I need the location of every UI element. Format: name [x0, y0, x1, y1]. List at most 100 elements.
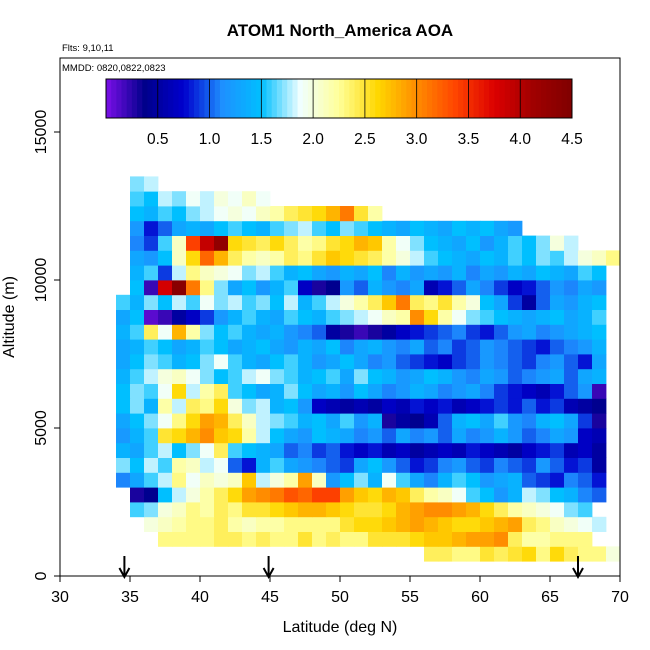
heatmap-cell — [382, 516, 397, 532]
heatmap-cell — [592, 487, 607, 503]
flight-arrow-head — [118, 567, 131, 580]
heatmap-cell — [158, 294, 173, 310]
heatmap-cell — [466, 428, 481, 444]
heatmap-cell — [536, 354, 551, 370]
heatmap-cell — [480, 368, 495, 384]
heatmap-cell — [536, 398, 551, 414]
heatmap-cell — [592, 339, 607, 355]
heatmap-cell — [480, 280, 495, 296]
heatmap-cell — [172, 235, 187, 251]
heatmap-cell — [270, 324, 285, 340]
heatmap-cell — [172, 487, 187, 503]
heatmap-cell — [214, 191, 229, 207]
heatmap-cell — [592, 324, 607, 340]
colorbar-segment — [121, 79, 128, 118]
heatmap-cell — [578, 280, 593, 296]
heatmap-cell — [228, 502, 243, 518]
heatmap-cell — [298, 487, 313, 503]
heatmap-cell — [508, 294, 523, 310]
heatmap-cell — [564, 487, 579, 503]
heatmap-cell — [368, 457, 383, 473]
heatmap-cell — [326, 235, 341, 251]
heatmap-cell — [382, 383, 397, 399]
heatmap-cell — [228, 250, 243, 266]
heatmap-cell — [186, 428, 201, 444]
heatmap-cell — [480, 250, 495, 266]
heatmap-cell — [200, 280, 215, 296]
heatmap-cell — [480, 487, 495, 503]
heatmap-cell — [578, 309, 593, 325]
heatmap-cell — [536, 235, 551, 251]
heatmap-cell — [424, 398, 439, 414]
heatmap-cell — [158, 354, 173, 370]
colorbar-segment — [463, 79, 469, 118]
heatmap-cell — [396, 531, 411, 547]
heatmap-cell — [466, 309, 481, 325]
heatmap-cell — [522, 516, 537, 532]
heatmap-cell — [382, 265, 397, 281]
heatmap-cell — [536, 383, 551, 399]
heatmap-cell — [466, 368, 481, 384]
heatmap-cell — [522, 280, 537, 296]
heatmap-cell — [536, 546, 551, 562]
heatmap-cell — [172, 428, 187, 444]
heatmap-cell — [242, 324, 257, 340]
y-tick-label: 10000 — [33, 258, 50, 303]
heatmap-cell — [284, 413, 299, 429]
heatmap-cell — [340, 220, 355, 236]
colorbar-segment — [106, 79, 112, 118]
colorbar-segment — [561, 79, 568, 118]
heatmap-cell — [256, 368, 271, 384]
colorbar-segment — [142, 79, 148, 118]
heatmap-cell — [494, 250, 509, 266]
heatmap-cell — [522, 265, 537, 281]
heatmap-cell — [186, 206, 201, 222]
heatmap-cell — [480, 472, 495, 488]
heatmap-cell — [466, 235, 481, 251]
heatmap-cell — [564, 516, 579, 532]
heatmap-cell — [508, 516, 523, 532]
heatmap-cell — [494, 502, 509, 518]
heatmap-cell — [144, 339, 159, 355]
heatmap-cell — [228, 339, 243, 355]
heatmap-cell — [340, 354, 355, 370]
heatmap-cell — [396, 324, 411, 340]
heatmap-cell — [214, 442, 229, 458]
heatmap-cell — [284, 383, 299, 399]
colorbar-segment — [245, 79, 252, 118]
heatmap-cell — [214, 428, 229, 444]
heatmap-cell — [270, 265, 285, 281]
heatmap-cell — [564, 383, 579, 399]
heatmap-cell — [578, 428, 593, 444]
heatmap-cell — [130, 487, 145, 503]
heatmap-cell — [130, 472, 145, 488]
heatmap-cell — [270, 383, 285, 399]
heatmap-cell — [186, 324, 201, 340]
heatmap-cells — [116, 176, 621, 562]
heatmap-cell — [396, 235, 411, 251]
heatmap-cell — [522, 531, 537, 547]
heatmap-cell — [494, 309, 509, 325]
heatmap-cell — [214, 413, 229, 429]
heatmap-cell — [550, 442, 565, 458]
heatmap-cell — [424, 265, 439, 281]
colorbar-segment — [380, 79, 387, 118]
heatmap-cell — [508, 265, 523, 281]
heatmap-cell — [242, 516, 257, 532]
heatmap-cell — [228, 206, 243, 222]
heatmap-cell — [592, 368, 607, 384]
heatmap-cell — [298, 206, 313, 222]
heatmap-cell — [410, 413, 425, 429]
colorbar-segment — [478, 79, 485, 118]
heatmap-cell — [452, 413, 467, 429]
heatmap-cell — [326, 428, 341, 444]
heatmap-cell — [368, 294, 383, 310]
heatmap-cell — [158, 428, 173, 444]
heatmap-cell — [158, 398, 173, 414]
colorbar-segment — [406, 79, 412, 118]
heatmap-cell — [186, 398, 201, 414]
heatmap-cell — [130, 309, 145, 325]
heatmap-cell — [550, 398, 565, 414]
heatmap-cell — [536, 265, 551, 281]
heatmap-cell — [284, 324, 299, 340]
